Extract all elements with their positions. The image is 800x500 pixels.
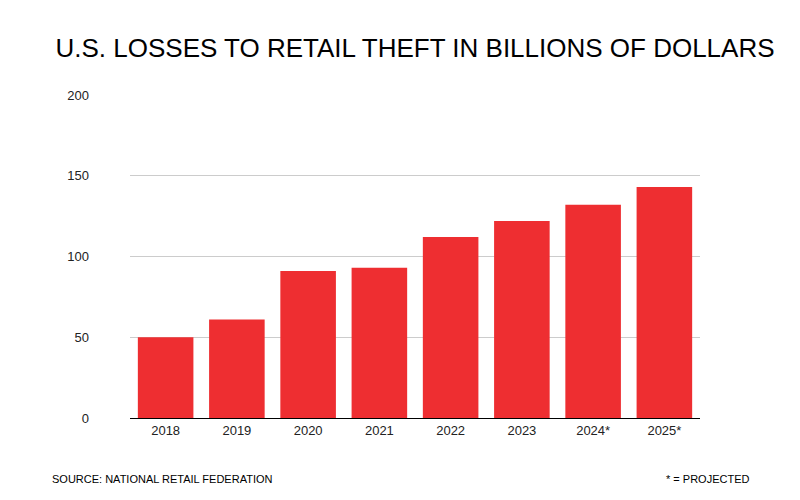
svg-text:2019: 2019 (222, 423, 251, 438)
svg-text:0: 0 (82, 411, 89, 426)
svg-text:* = PROJECTED: * = PROJECTED (666, 473, 749, 485)
svg-text:2022: 2022 (436, 423, 465, 438)
svg-text:SOURCE: NATIONAL RETAIL FEDERA: SOURCE: NATIONAL RETAIL FEDERATION (52, 473, 272, 485)
svg-text:2020: 2020 (294, 423, 323, 438)
svg-text:U.S. LOSSES TO RETAIL THEFT IN: U.S. LOSSES TO RETAIL THEFT IN BILLIONS … (55, 33, 774, 63)
svg-text:150: 150 (67, 168, 89, 183)
svg-text:50: 50 (75, 330, 89, 345)
svg-text:2024*: 2024* (576, 423, 610, 438)
svg-text:2018: 2018 (151, 423, 180, 438)
svg-text:2023: 2023 (507, 423, 536, 438)
svg-text:2025*: 2025* (647, 423, 681, 438)
svg-text:2021: 2021 (365, 423, 394, 438)
svg-text:100: 100 (67, 249, 89, 264)
svg-text:200: 200 (67, 88, 89, 103)
